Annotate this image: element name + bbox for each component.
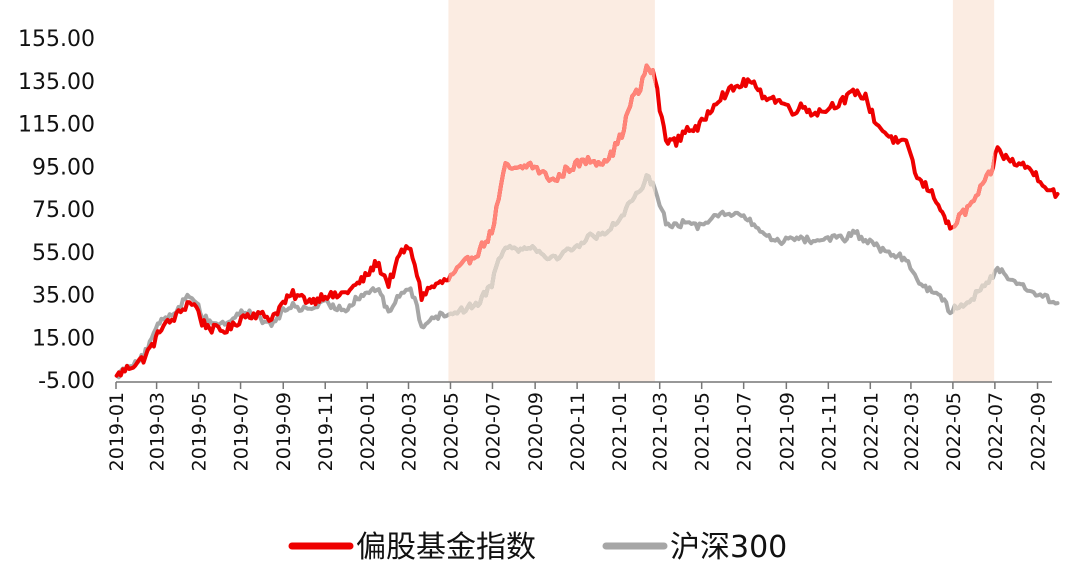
y-tick-label: 35.00 [32,284,95,309]
legend-label: 偏股基金指数 [356,530,536,565]
x-tick-label: 2021-03 [650,392,672,471]
y-tick-label: 95.00 [32,155,95,180]
x-tick-label: 2020-03 [399,392,421,471]
series-csi300 [114,173,1060,380]
legend-item-csi300: 沪深300 [602,530,787,565]
x-tick-label: 2020-11 [567,392,589,471]
y-tick-label: -5.00 [38,369,95,394]
x-tick-label: 2020-09 [525,392,547,471]
x-tick-label: 2020-05 [440,392,462,471]
x-tick-label: 2019-03 [147,392,169,471]
x-tick-label: 2022-03 [901,392,923,471]
x-tick-label: 2022-07 [985,392,1007,471]
y-axis-ticks: -5.00 15.00 35.00 55.00 75.00 95.00 115.00 135.… [18,27,95,394]
x-tick-label: 2021-11 [818,392,840,471]
legend-item-fund-index: 偏股基金指数 [288,530,536,565]
x-tick-label: 2019-01 [106,392,128,471]
x-tick-label: 2019-05 [189,392,211,471]
x-tick-label: 2022-05 [943,392,965,471]
x-tick-label: 2020-01 [357,392,379,471]
x-tick-label: 2022-09 [1028,392,1050,471]
y-tick-label: 75.00 [32,198,95,223]
y-tick-label: 115.00 [18,113,95,138]
y-tick-label: 155.00 [18,27,95,52]
x-tick-label: 2019-07 [231,392,253,471]
shaded-periods [448,0,995,382]
series-lines [114,63,1060,380]
x-tick-label: 2019-11 [315,392,337,471]
legend: 偏股基金指数 沪深300 [288,530,787,565]
y-tick-label: 135.00 [18,70,95,95]
shaded-period-1 [448,0,655,382]
series-fund-index [114,63,1060,378]
y-tick-label: 55.00 [32,241,95,266]
shaded-period-2 [952,0,995,382]
x-tick-label: 2019-09 [273,392,295,471]
x-axis: 2019-01 2019-03 2019-05 2019-07 2019-09 2019-… [106,381,1052,471]
legend-label: 沪深300 [670,530,787,565]
x-tick-label: 2021-05 [692,392,714,471]
x-tick-label: 2021-09 [776,392,798,471]
y-tick-label: 15.00 [32,326,95,351]
x-tick-label: 2021-01 [609,392,631,471]
x-tick-label: 2020-07 [482,392,504,471]
x-tick-label: 2022-01 [860,392,882,471]
x-tick-label: 2021-07 [734,392,756,471]
